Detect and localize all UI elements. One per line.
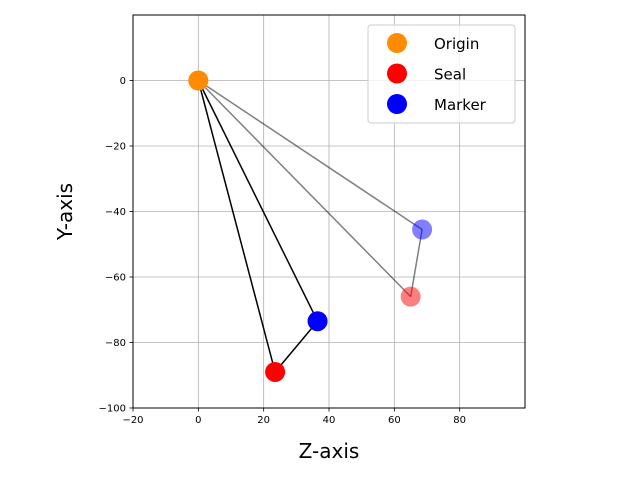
- seal-point: [265, 361, 286, 382]
- x-tick-label: 40: [323, 415, 336, 426]
- y-axis-label: Y-axis: [53, 183, 77, 241]
- connector-line: [197, 80, 276, 373]
- connector-line: [197, 80, 319, 322]
- connector-line: [274, 320, 319, 373]
- legend-label-marker: Marker: [434, 96, 487, 114]
- connector-line: [409, 229, 423, 297]
- legend-marker-marker: [387, 94, 407, 114]
- x-tick-label: 0: [195, 415, 201, 426]
- connector-line: [197, 79, 423, 231]
- x-tick-label: −20: [122, 415, 143, 426]
- x-axis-label: Z-axis: [299, 439, 360, 463]
- legend-label-seal: Seal: [434, 66, 466, 84]
- legend: Origin Seal Marker: [367, 24, 516, 124]
- connector-lines: [197, 79, 423, 373]
- y-tick-label: 0: [120, 76, 126, 87]
- legend-marker-seal: [387, 63, 407, 84]
- y-tick-label: −20: [105, 142, 126, 153]
- seal-point: [400, 286, 421, 307]
- marker-point: [307, 311, 328, 332]
- y-tick-label: −40: [105, 207, 126, 218]
- y-tick-label: −80: [105, 338, 126, 349]
- connector-line: [197, 79, 412, 298]
- legend-label-origin: Origin: [434, 35, 479, 53]
- x-tick-label: 80: [453, 415, 466, 426]
- legend-marker-origin: [387, 33, 407, 53]
- y-tick-label: −60: [105, 273, 126, 284]
- x-tick-label: 60: [388, 415, 401, 426]
- marker-point: [412, 219, 433, 240]
- x-tick-label: 20: [257, 415, 270, 426]
- origin-point: [188, 70, 209, 91]
- axis-ticks: −20 0 20 40 60 80 −100 −80 −60 −40 −20 0: [99, 76, 467, 426]
- data-points: [188, 70, 433, 382]
- y-tick-label: −100: [99, 404, 126, 415]
